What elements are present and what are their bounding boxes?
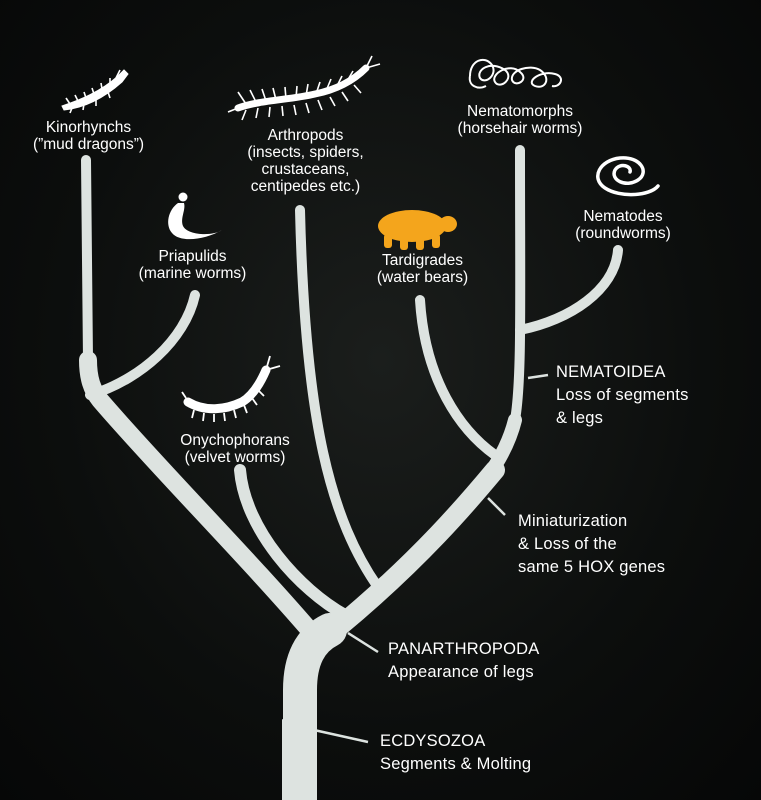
- annotation-panarthropoda: PANARTHROPODA Appearance of legs: [388, 638, 539, 684]
- label-nematodes: Nematodes (roundworms): [548, 208, 698, 242]
- branch-nematodes: [515, 245, 623, 335]
- branch-kinorhynchs: [81, 155, 93, 365]
- kinorhynchs-common-name: (”mud dragons”): [32, 136, 145, 153]
- miniaturization-line1: Miniaturization: [518, 512, 628, 530]
- nematodes-common-name: (roundworms): [575, 225, 671, 242]
- velvet-worm-icon: [181, 355, 281, 422]
- branch-nematoidea: [510, 145, 526, 425]
- nematomorphs-name: Nematomorphs: [467, 103, 573, 120]
- branch-tardigrades: [415, 295, 500, 460]
- centipede-icon: [227, 55, 381, 121]
- branch-priapulids: [85, 290, 200, 400]
- branch-miniaturization: [433, 413, 522, 537]
- label-priapulids: Priapulids (marine worms): [110, 248, 275, 282]
- priapulid-icon: [168, 192, 222, 240]
- ecdysozoa-trait: Segments & Molting: [380, 755, 532, 773]
- ecdysozoa-title: ECDYSOZOA: [380, 732, 486, 750]
- onychophorans-common-name: (velvet worms): [184, 449, 286, 466]
- leader-nematoidea: [527, 373, 549, 380]
- annotation-nematoidea: NEMATOIDEA Loss of segments & legs: [556, 361, 689, 430]
- leader-miniaturization: [487, 497, 506, 516]
- leader-ecdysozoa: [304, 726, 369, 744]
- label-kinorhynchs: Kinorhynchs (”mud dragons”): [6, 119, 171, 153]
- water-bear-icon: [378, 210, 457, 250]
- nematoidea-title: NEMATOIDEA: [556, 363, 666, 381]
- trunk: [283, 613, 347, 800]
- nematoidea-trait-line2: & legs: [556, 409, 604, 427]
- arthropods-common-line1: (insects, spiders,: [247, 144, 364, 161]
- priapulids-common-name: (marine worms): [138, 265, 247, 282]
- annotation-ecdysozoa: ECDYSOZOA Segments & Molting: [380, 730, 531, 776]
- label-onychophorans: Onychophorans (velvet worms): [160, 432, 310, 466]
- panarthropoda-trait: Appearance of legs: [388, 663, 534, 681]
- roundworm-icon: [596, 156, 660, 197]
- onychophorans-name: Onychophorans: [180, 432, 290, 449]
- panarthropoda-title: PANARTHROPODA: [388, 640, 540, 658]
- label-tardigrades: Tardigrades (water bears): [355, 252, 490, 286]
- priapulids-name: Priapulids: [158, 248, 227, 265]
- horsehair-worm-icon: [468, 58, 562, 89]
- miniaturization-line2: & Loss of the: [518, 535, 617, 553]
- arthropods-common-line3: centipedes etc.): [250, 178, 361, 195]
- nematoidea-trait-line1: Loss of segments: [556, 386, 689, 404]
- branch-arthropods: [295, 205, 385, 595]
- miniaturization-line3: same 5 HOX genes: [518, 558, 666, 576]
- nematodes-name: Nematodes: [583, 208, 663, 225]
- tardigrades-common-name: (water bears): [376, 269, 469, 286]
- leader-panarthropoda: [347, 631, 379, 654]
- label-arthropods: Arthropods (insects, spiders, crustacean…: [218, 127, 393, 195]
- annotation-miniaturization: Miniaturization & Loss of the same 5 HOX…: [518, 510, 665, 579]
- tardigrades-name: Tardigrades: [382, 252, 463, 269]
- arthropods-common-line2: crustaceans,: [261, 161, 350, 178]
- kinorhynchs-name: Kinorhynchs: [45, 119, 132, 136]
- branch-left-limb: [79, 351, 327, 649]
- label-nematomorphs: Nematomorphs (horsehair worms): [430, 103, 610, 137]
- kinorhynch-icon: [61, 69, 129, 114]
- arthropods-name: Arthropods: [267, 127, 344, 144]
- branch-onychophorans: [234, 464, 351, 621]
- nematomorphs-common-name: (horsehair worms): [457, 120, 583, 137]
